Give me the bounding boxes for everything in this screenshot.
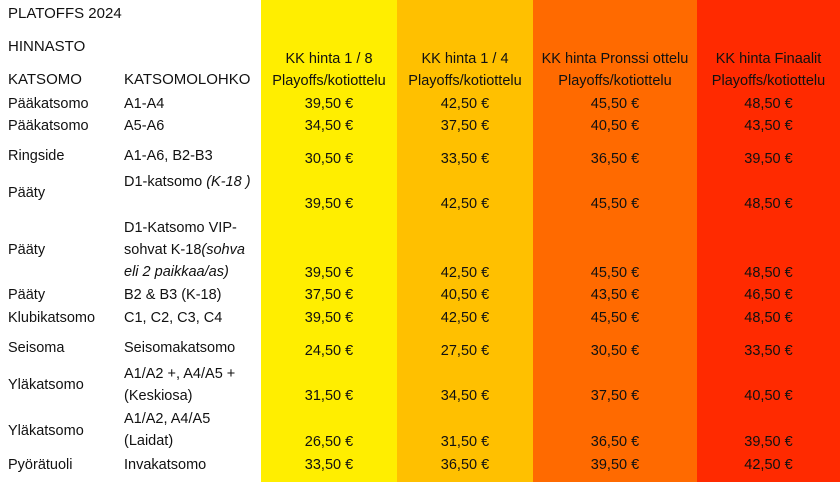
katsomo-cell: Pääty xyxy=(8,287,46,303)
price-cell: 48,50 € xyxy=(744,96,793,112)
lohko-cell: Seisomakatsomo xyxy=(124,340,236,356)
price-cell: 34,50 € xyxy=(440,388,490,404)
header-price-1-4: KK hinta 1 / 4 Playoffs/kotiottelu xyxy=(397,48,533,92)
katsomo-cell: Ringside xyxy=(8,148,65,164)
lohko-line: D1-Katsomo VIP- xyxy=(124,220,237,236)
lohko-cell: D1-katsomo (K-18 ) xyxy=(124,171,258,193)
price-cell: 39,50 € xyxy=(744,434,793,450)
lohko-cell: C1, C2, C3, C4 xyxy=(124,310,223,326)
header-price-1-8: KK hinta 1 / 8 Playoffs/kotiottelu xyxy=(261,48,397,92)
price-cell: 34,50 € xyxy=(304,118,354,134)
katsomo-cell: Pääty xyxy=(8,242,46,258)
price-column-background-bronze xyxy=(533,0,697,482)
lohko-cell: A1-A4 xyxy=(124,96,165,112)
lohko-cell: Invakatsomo xyxy=(124,457,207,473)
price-cell: 37,50 € xyxy=(304,287,354,303)
katsomo-cell: Pääkatsomo xyxy=(8,96,89,112)
katsomo-cell: Klubikatsomo xyxy=(8,310,96,326)
price-cell: 40,50 € xyxy=(440,287,490,303)
lohko-cell: A1/A2, A4/A5 (Laidat) xyxy=(124,408,258,452)
page-title: PLATOFFS 2024 xyxy=(8,5,122,22)
price-cell: 46,50 € xyxy=(744,287,793,303)
lohko-cell: B2 & B3 (K-18) xyxy=(124,287,222,303)
lohko-cell: D1-Katsomo VIP- sohvat K-18(sohva eli 2 … xyxy=(124,217,258,283)
price-cell: 42,50 € xyxy=(440,310,490,326)
price-cell: 39,50 € xyxy=(304,310,354,326)
katsomo-cell: Pyörätuoli xyxy=(8,457,73,473)
price-cell: 26,50 € xyxy=(304,434,354,450)
lohko-line: A1/A2 +, A4/A5 + xyxy=(124,366,236,382)
price-cell: 40,50 € xyxy=(590,118,640,134)
price-cell: 31,50 € xyxy=(440,434,490,450)
header-katsomolohko: KATSOMOLOHKO xyxy=(124,71,251,88)
header-price-bronze-line1: KK hinta Pronssi ottelu xyxy=(541,51,689,67)
price-cell: 39,50 € xyxy=(304,96,354,112)
price-cell: 48,50 € xyxy=(744,196,793,212)
price-cell: 33,50 € xyxy=(304,457,354,473)
lohko-line: A1/A2, A4/A5 xyxy=(124,411,211,427)
lohko-line: (Laidat) xyxy=(124,433,174,449)
katsomo-cell: Pääkatsomo xyxy=(8,118,89,134)
price-cell: 30,50 € xyxy=(304,151,354,167)
lohko-cell: A1/A2 +, A4/A5 + (Keskiosa) xyxy=(124,363,258,407)
katsomo-cell: Pääty xyxy=(8,185,46,201)
header-katsomo: KATSOMO xyxy=(8,71,82,88)
price-cell: 42,50 € xyxy=(440,265,490,281)
price-cell: 45,50 € xyxy=(590,265,640,281)
price-cell: 39,50 € xyxy=(744,151,793,167)
lohko-cell: A5-A6 xyxy=(124,118,165,134)
price-cell: 39,50 € xyxy=(590,457,640,473)
header-price-1-8-line1: KK hinta 1 / 8 xyxy=(285,51,373,67)
price-cell: 43,50 € xyxy=(590,287,640,303)
price-cell: 36,50 € xyxy=(590,151,640,167)
price-cell: 37,50 € xyxy=(440,118,490,134)
price-cell: 30,50 € xyxy=(590,343,640,359)
price-cell: 42,50 € xyxy=(440,196,490,212)
price-cell: 33,50 € xyxy=(744,343,793,359)
katsomo-cell: Seisoma xyxy=(8,340,65,356)
price-column-background-1-8 xyxy=(261,0,397,482)
price-column-background-final xyxy=(697,0,840,482)
header-price-final-line1: KK hinta Finaalit xyxy=(715,51,822,67)
header-price-final-line2: Playoffs/kotiottelu xyxy=(711,73,826,89)
lohko-note: (sohva eli 2 paikkaa/as) xyxy=(124,242,245,280)
price-cell: 45,50 € xyxy=(590,310,640,326)
lohko-line: (Keskiosa) xyxy=(124,388,193,404)
lohko-line: sohvat K-18 xyxy=(124,242,202,258)
header-price-bronze-line2: Playoffs/kotiottelu xyxy=(558,73,672,89)
price-cell: 42,50 € xyxy=(744,457,793,473)
price-cell: 24,50 € xyxy=(304,343,354,359)
lohko-text: D1-katsomo xyxy=(124,174,207,190)
katsomo-cell: Yläkatsomo xyxy=(8,423,84,439)
price-cell: 37,50 € xyxy=(590,388,640,404)
header-price-1-4-line2: Playoffs/kotiottelu xyxy=(408,73,522,89)
price-cell: 36,50 € xyxy=(590,434,640,450)
price-cell: 45,50 € xyxy=(590,196,640,212)
price-cell: 39,50 € xyxy=(304,265,354,281)
price-cell: 31,50 € xyxy=(304,388,354,404)
price-cell: 43,50 € xyxy=(744,118,793,134)
lohko-cell: A1-A6, B2-B3 xyxy=(124,148,213,164)
header-price-bronze: KK hinta Pronssi ottelu Playoffs/kotiott… xyxy=(533,48,697,92)
header-price-1-8-line2: Playoffs/kotiottelu xyxy=(272,73,386,89)
header-price-final: KK hinta Finaalit Playoffs/kotiottelu xyxy=(697,48,840,92)
price-column-background-1-4 xyxy=(397,0,533,482)
price-cell: 42,50 € xyxy=(440,96,490,112)
price-cell: 48,50 € xyxy=(744,310,793,326)
price-cell: 48,50 € xyxy=(744,265,793,281)
price-cell: 40,50 € xyxy=(744,388,793,404)
price-cell: 39,50 € xyxy=(304,196,354,212)
price-cell: 27,50 € xyxy=(440,343,490,359)
price-cell: 36,50 € xyxy=(440,457,490,473)
price-cell: 33,50 € xyxy=(440,151,490,167)
header-price-1-4-line1: KK hinta 1 / 4 xyxy=(421,51,509,67)
lohko-note: (K-18 ) xyxy=(206,174,251,190)
page-subtitle: HINNASTO xyxy=(8,38,86,55)
price-cell: 45,50 € xyxy=(590,96,640,112)
katsomo-cell: Yläkatsomo xyxy=(8,377,84,393)
